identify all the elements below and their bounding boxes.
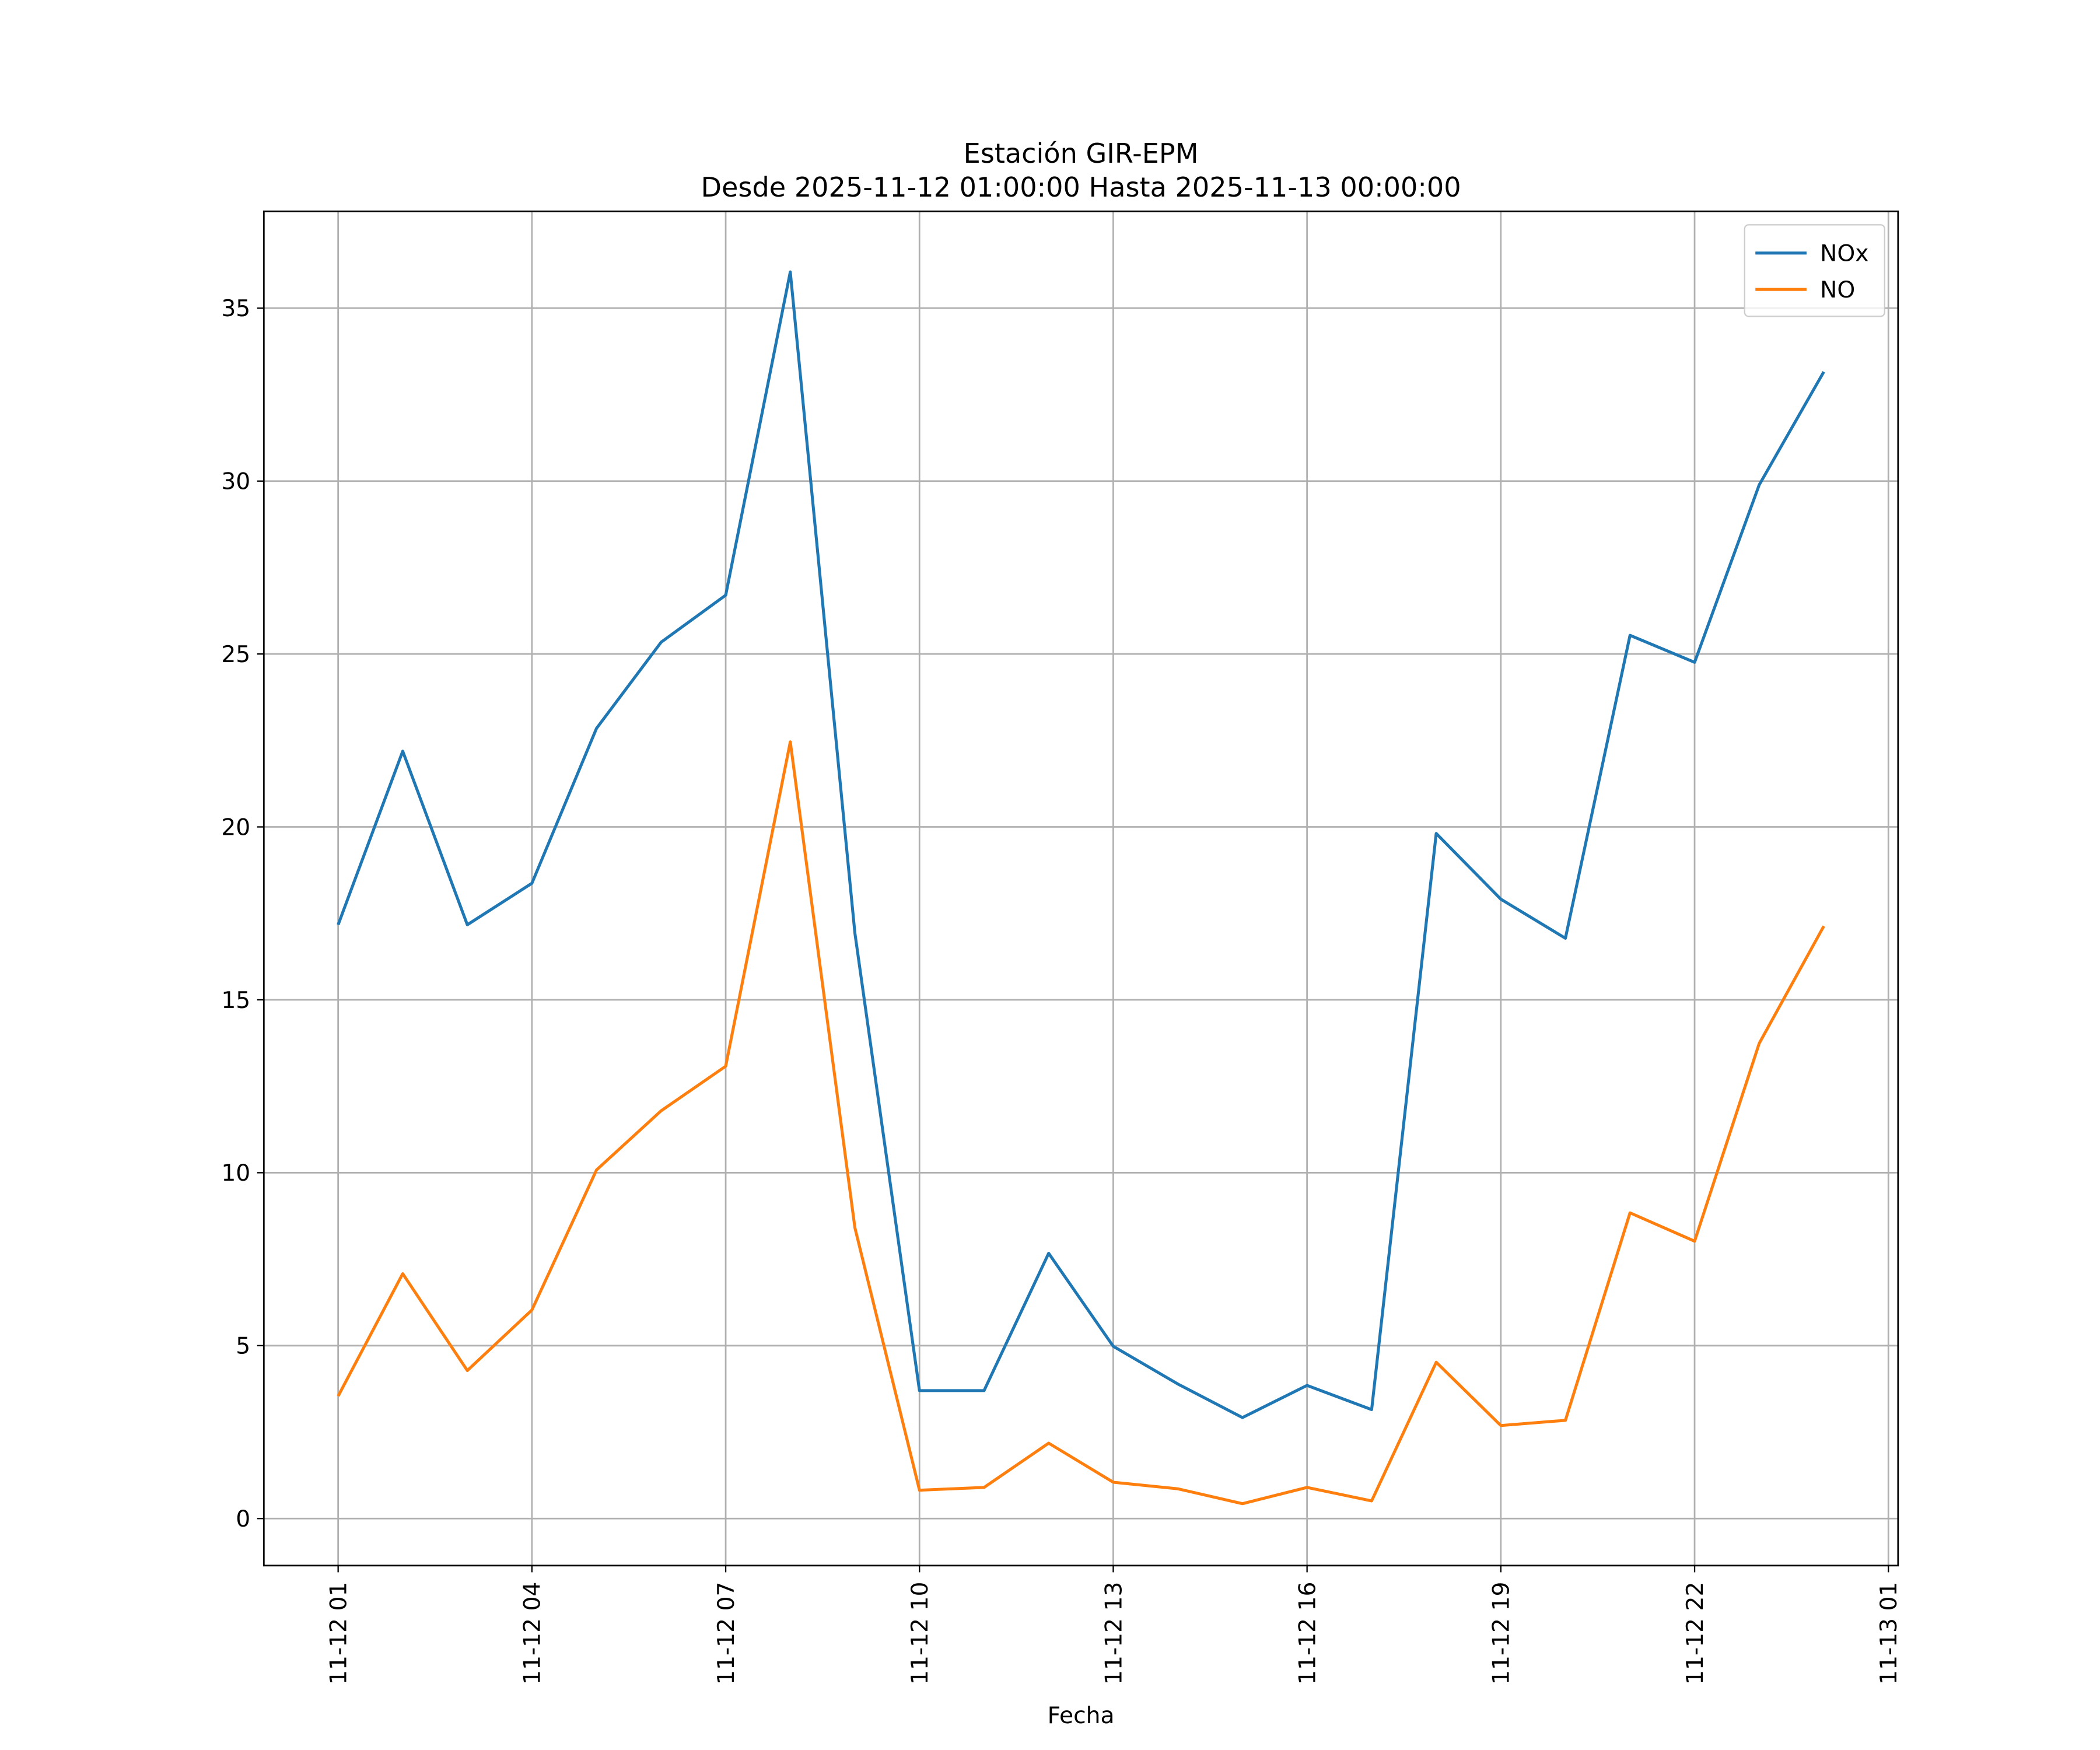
grid	[264, 211, 1898, 1566]
x-tick-label: 11-12 22	[1682, 1582, 1709, 1685]
chart-subtitle: Desde 2025-11-12 01:00:00 Hasta 2025-11-…	[701, 172, 1461, 203]
y-tick-label: 10	[221, 1160, 250, 1186]
y-tick-label: 25	[221, 642, 250, 668]
y-tick-label: 0	[236, 1506, 250, 1532]
x-tick-label: 11-12 01	[326, 1582, 352, 1685]
legend-label: NO	[1820, 277, 1855, 303]
chart-title: Estación GIR-EPM	[964, 138, 1199, 169]
axes-frame	[262, 210, 1899, 1567]
data-line	[337, 740, 1825, 1506]
x-tick-label: 11-12 07	[713, 1582, 740, 1685]
y-tick-label: 20	[221, 814, 250, 841]
x-tick-label: 11-12 16	[1294, 1582, 1321, 1685]
data-line	[337, 270, 1825, 1419]
x-tick-label: 11-13 01	[1876, 1582, 1902, 1685]
plot-area	[337, 270, 1825, 1506]
y-tick-label: 30	[221, 469, 250, 495]
x-tick-label: 11-12 13	[1101, 1582, 1127, 1685]
legend: NOx NO	[1744, 224, 1885, 317]
legend-label: NOx	[1820, 241, 1868, 267]
y-tick-label: 5	[236, 1334, 250, 1360]
y-tick-label: 15	[221, 988, 250, 1014]
x-axis-label: Fecha	[1048, 1703, 1115, 1729]
x-tick-label: 11-12 10	[907, 1582, 933, 1685]
x-tick-label: 11-12 04	[520, 1582, 546, 1685]
y-tick-label: 35	[221, 296, 250, 322]
legend-box	[1744, 224, 1885, 317]
x-tick-label: 11-12 19	[1489, 1582, 1515, 1685]
